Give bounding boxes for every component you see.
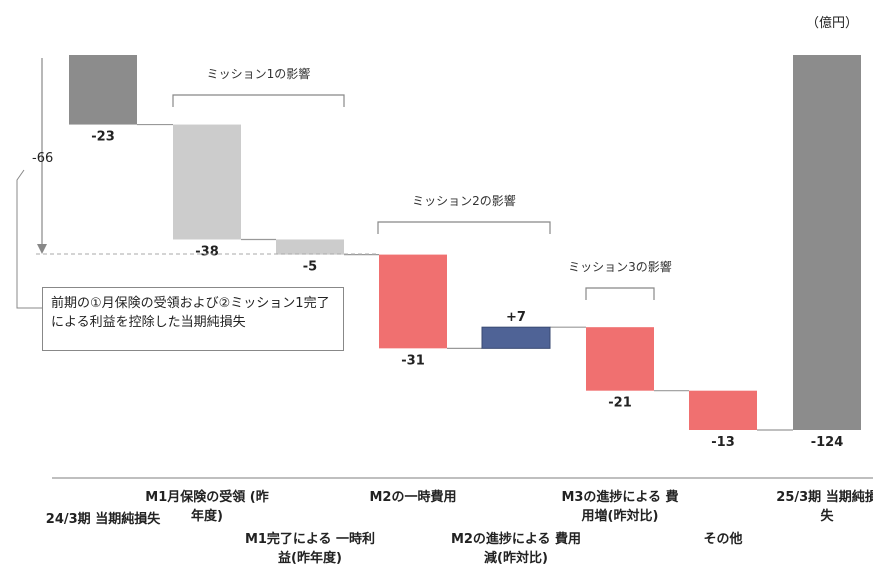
category-label-0: 24/3期 当期純損失: [45, 512, 161, 527]
annotation-note: 前期の①月保険の受領および②ミッション1完了による利益を控除した当期純損失: [42, 287, 344, 351]
group-bracket-0: [172, 94, 345, 107]
note-leader-line: [16, 169, 42, 309]
bar-2: [276, 239, 344, 255]
group-label-0: ミッション1の影響: [207, 66, 311, 81]
bar-1: [173, 124, 241, 240]
bar-0: [69, 55, 137, 125]
category-label-3: M2の一時費用: [369, 490, 457, 505]
data-label-0: -23: [91, 130, 115, 145]
bar-6: [689, 390, 757, 430]
category-label-5: M3の進捗による 費用増(昨対比): [561, 490, 679, 524]
data-label-6: -13: [711, 435, 735, 450]
group-label-1: ミッション2の影響: [412, 193, 516, 208]
data-label-5: -21: [608, 396, 632, 411]
bar-7: [793, 55, 861, 430]
unit-label: （億円）: [806, 16, 859, 31]
bar-3: [379, 254, 447, 349]
category-label-6: その他: [703, 532, 743, 547]
category-label-4: M2の進捗による 費用減(昨対比): [450, 532, 582, 566]
bar-4: [481, 326, 551, 349]
category-label-1: M1月保険の受領 (昨年度): [145, 490, 269, 524]
data-label-7: -124: [811, 435, 844, 450]
group-bracket-1: [377, 221, 551, 234]
bar-5: [586, 327, 654, 391]
arrow-value-label: -66: [32, 151, 53, 166]
group-bracket-2: [585, 287, 655, 300]
data-label-3: -31: [401, 353, 425, 368]
category-label-2: M1完了による 一時利益(昨年度): [244, 532, 376, 566]
data-label-4: +7: [506, 310, 526, 325]
group-label-2: ミッション3の影響: [568, 259, 672, 274]
arrow-head: [37, 244, 47, 254]
category-label-7: 25/3期 当期純損失: [776, 490, 873, 524]
data-label-1: -38: [195, 244, 219, 259]
data-label-2: -5: [303, 260, 317, 275]
